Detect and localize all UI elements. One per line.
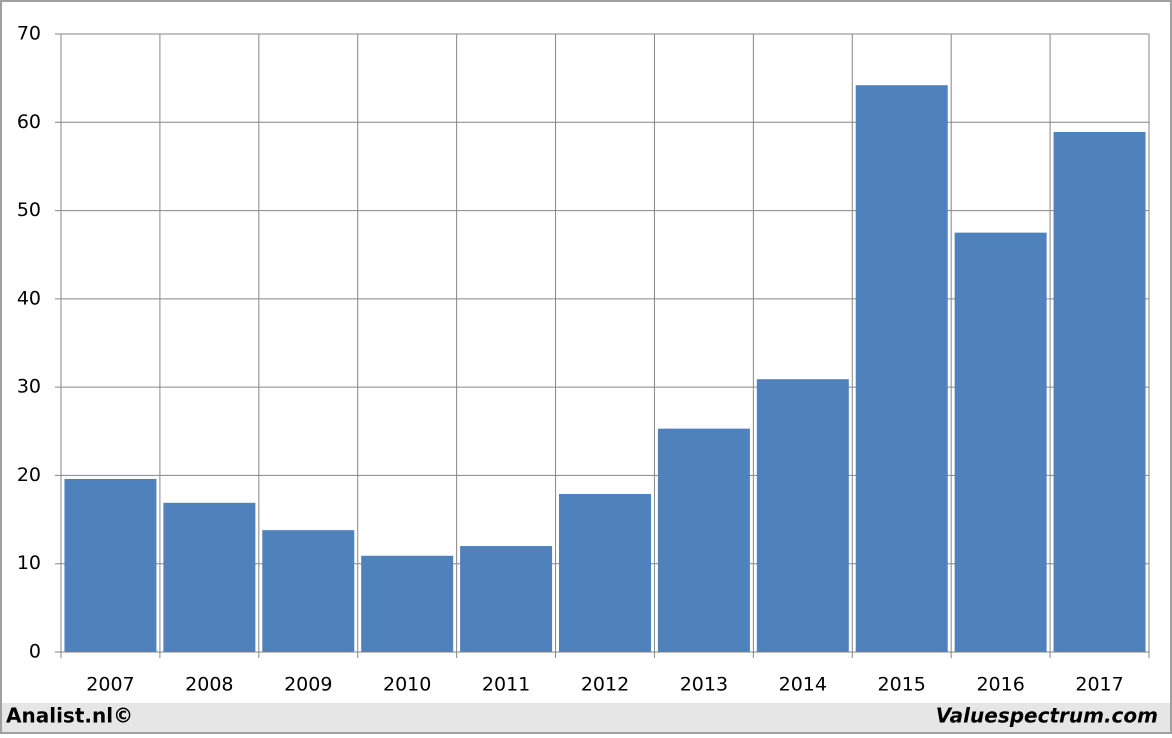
y-tick-label: 40 <box>17 287 41 309</box>
bar <box>658 429 750 652</box>
x-tick-label: 2009 <box>284 674 332 696</box>
x-tick-label: 2015 <box>878 674 926 696</box>
footer-left: Analist.nl© <box>6 704 133 728</box>
x-tick-label: 2013 <box>680 674 728 696</box>
x-tick-label: 2010 <box>383 674 431 696</box>
y-tick-label: 20 <box>17 464 41 486</box>
x-tick-label: 2017 <box>1075 674 1123 696</box>
y-tick-label: 60 <box>17 111 41 133</box>
x-tick-label: 2016 <box>976 674 1024 696</box>
bar <box>955 233 1047 652</box>
y-tick-label: 70 <box>17 23 41 45</box>
x-tick-label: 2011 <box>482 674 530 696</box>
bar <box>262 530 354 652</box>
y-tick-label: 0 <box>29 641 41 663</box>
bar <box>559 494 651 652</box>
y-tick-label: 10 <box>17 552 41 574</box>
x-tick-label: 2008 <box>185 674 233 696</box>
bar <box>64 479 156 652</box>
bar <box>757 379 849 652</box>
x-tick-label: 2012 <box>581 674 629 696</box>
bar <box>163 503 255 652</box>
bar <box>361 556 453 652</box>
bar <box>1054 132 1146 652</box>
y-tick-label: 30 <box>17 376 41 398</box>
x-tick-label: 2014 <box>779 674 827 696</box>
bar <box>460 546 552 652</box>
bar <box>856 85 948 652</box>
x-tick-label: 2007 <box>86 674 134 696</box>
footer-right: Valuespectrum.com <box>936 704 1158 728</box>
y-tick-label: 50 <box>17 199 41 221</box>
